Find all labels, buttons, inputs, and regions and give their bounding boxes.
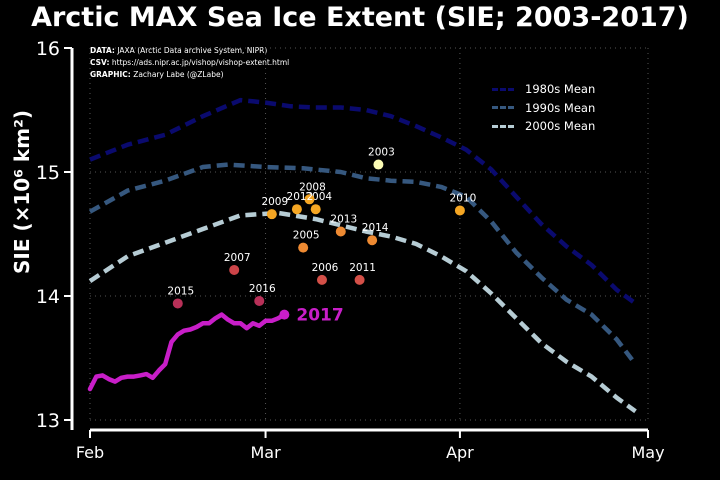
x-tick-label-mar: Mar xyxy=(250,443,281,462)
credits-block: DATA: JAXA (Arctic Data archive System, … xyxy=(90,45,289,81)
max-point-2006 xyxy=(316,274,327,285)
legend-swatch-1990s xyxy=(492,106,514,110)
max-point-label-2012: 2012 xyxy=(287,191,314,203)
max-point-label-2013: 2013 xyxy=(330,214,357,226)
series-line-2017 xyxy=(87,312,287,392)
y-tick-label-14: 14 xyxy=(36,286,60,308)
max-point-label-2009: 2009 xyxy=(261,196,288,208)
y-tick-label-16: 16 xyxy=(36,38,60,60)
legend: 1980s Mean 1990s Mean 2000s Mean xyxy=(492,80,595,136)
legend-item-2000s: 2000s Mean xyxy=(492,117,595,136)
max-point-2008 xyxy=(304,194,315,205)
series-line-1990s-mean xyxy=(88,162,638,366)
max-point-label-2011: 2011 xyxy=(349,262,376,274)
max-point-2011 xyxy=(354,274,365,285)
series-line-2000s-mean xyxy=(88,210,637,414)
max-point-2015 xyxy=(172,298,183,309)
chart-title: Arctic MAX Sea Ice Extent (SIE; 2003-201… xyxy=(31,2,689,33)
legend-label-2000s: 2000s Mean xyxy=(525,119,596,134)
y-tick-label-15: 15 xyxy=(36,162,60,184)
max-point-label-2008: 2008 xyxy=(299,181,326,193)
x-tick-label-apr: Apr xyxy=(446,443,474,462)
credit-csv: CSV: https://ads.nipr.ac.jp/vishop/visho… xyxy=(90,58,290,67)
max-point-label-2007: 2007 xyxy=(224,252,251,264)
legend-item-1980s: 1980s Mean xyxy=(492,80,595,99)
legend-label-1990s: 1990s Mean xyxy=(525,100,596,115)
max-point-label-2016: 2016 xyxy=(249,283,276,295)
x-tick-label-feb: Feb xyxy=(76,443,104,462)
max-point-2014 xyxy=(367,235,378,246)
max-point-label-2006: 2006 xyxy=(312,262,339,274)
max-point-2009 xyxy=(266,209,277,220)
max-point-2016 xyxy=(254,295,265,306)
credit-data: DATA: JAXA (Arctic Data archive System, … xyxy=(90,46,268,55)
credit-graphic: GRAPHIC: Zachary Labe (@ZLabe) xyxy=(90,70,224,79)
max-point-label-2014: 2014 xyxy=(362,222,389,234)
max-point-2007 xyxy=(229,264,240,275)
max-point-2012 xyxy=(291,204,302,215)
series-line-1980s-mean xyxy=(89,97,637,306)
legend-label-1980s: 1980s Mean xyxy=(525,82,596,97)
max-point-label-2003: 2003 xyxy=(368,147,395,159)
series-label-2017: 2017 xyxy=(296,306,343,326)
legend-swatch-1980s xyxy=(492,87,514,91)
x-tick-label-may: May xyxy=(631,443,664,462)
legend-item-1990s: 1990s Mean xyxy=(492,99,595,118)
max-point-2010 xyxy=(454,205,465,216)
legend-swatch-2000s xyxy=(492,124,514,128)
max-point-2013 xyxy=(335,226,346,237)
y-tick-label-13: 13 xyxy=(36,410,60,432)
max-point-label-2005: 2005 xyxy=(293,230,320,242)
max-point-2003 xyxy=(373,159,384,170)
max-point-2005 xyxy=(298,242,309,253)
max-point-label-2015: 2015 xyxy=(167,285,194,297)
max-point-2004 xyxy=(310,204,321,215)
max-point-label-2010: 2010 xyxy=(450,192,477,204)
series-end-marker-2017 xyxy=(279,309,290,320)
